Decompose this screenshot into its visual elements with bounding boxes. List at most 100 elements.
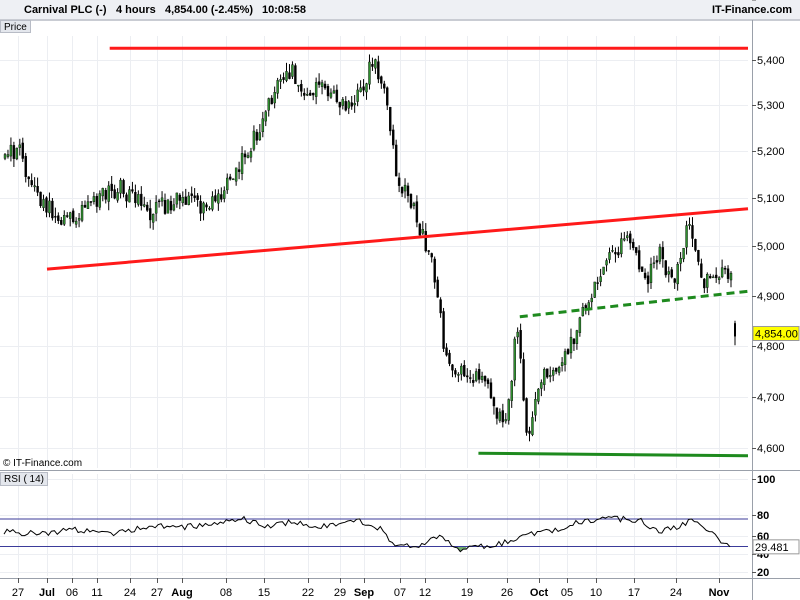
candle-body: [691, 225, 694, 239]
candle-body: [697, 250, 700, 262]
candle-body: [578, 317, 582, 333]
candle-body: [483, 375, 487, 382]
candle-body: [21, 142, 24, 159]
candle-body: [116, 192, 119, 201]
candle-body: [148, 208, 152, 221]
candle-body: [172, 204, 176, 211]
candle-body: [57, 215, 60, 221]
candle-body: [326, 86, 330, 97]
candle-body: [74, 220, 78, 225]
candle-body: [98, 193, 102, 208]
y-tick-label: 4,600: [757, 443, 785, 455]
candle-body: [350, 102, 353, 107]
candle-body: [252, 130, 256, 150]
candle-body: [36, 186, 39, 193]
candle-body: [160, 197, 164, 202]
candle-body: [107, 185, 110, 202]
candle-body: [510, 381, 513, 401]
x-tick-label: 27: [12, 587, 24, 599]
candle-body: [205, 204, 208, 208]
candle-body: [676, 264, 679, 285]
candle-body: [652, 262, 656, 265]
candle-body: [552, 370, 555, 376]
rsi-tick-label: 0: [757, 0, 763, 3]
candle-body: [371, 64, 374, 67]
candle-body: [474, 371, 478, 381]
candle-body: [80, 204, 84, 221]
candle-body: [273, 92, 276, 104]
candle-body: [288, 72, 291, 79]
candle-body: [611, 250, 614, 252]
candle-body: [380, 76, 383, 84]
candle-body: [240, 153, 244, 174]
candle-body: [134, 192, 137, 204]
candle-body: [634, 247, 638, 253]
candle-body: [632, 241, 635, 248]
candle-body: [231, 178, 235, 181]
support-trendline[interactable]: [519, 289, 749, 319]
x-tick-label: 06: [66, 587, 78, 599]
candle-body: [214, 195, 217, 202]
candle-body: [202, 202, 205, 214]
candle-body: [344, 101, 347, 111]
candle-body: [42, 199, 45, 208]
candle-body: [590, 297, 593, 303]
candle-body: [77, 218, 81, 221]
candle-body: [341, 99, 345, 106]
candle-body: [460, 365, 463, 375]
x-tick-label: 19: [461, 587, 473, 599]
candle-body: [442, 311, 445, 349]
candle-body: [125, 194, 128, 202]
candle-body: [223, 190, 226, 199]
candle-body: [104, 190, 107, 200]
candle-body: [581, 307, 585, 317]
x-tick-label: 11: [91, 587, 102, 599]
candle-body: [92, 196, 96, 202]
rsi-value-label: 29.481: [755, 542, 789, 554]
candle-body: [489, 382, 493, 399]
candle-body: [181, 197, 184, 204]
candle-body: [694, 239, 697, 251]
y-tick-label: 4,900: [757, 291, 785, 303]
candle-body: [196, 195, 199, 200]
price-panel-label: Price: [0, 20, 31, 33]
candle-body: [463, 365, 466, 377]
candle-body: [620, 238, 623, 255]
candle-body: [712, 276, 715, 279]
candle-body: [226, 177, 229, 191]
candle-body: [39, 191, 42, 207]
candle-body: [637, 250, 641, 270]
support-trendline[interactable]: [478, 451, 749, 458]
candle-body: [3, 154, 7, 159]
candle-body: [640, 266, 644, 272]
timeframe-label[interactable]: 4 hours: [116, 4, 156, 16]
chart-header: Carnival PLC (-) 4 hours 4,854.00 (-2.45…: [0, 0, 800, 20]
candle-body: [137, 194, 140, 205]
last-candle-body: [734, 323, 736, 337]
candle-body: [685, 225, 688, 248]
candle-body: [605, 260, 608, 266]
candle-body: [261, 118, 265, 133]
candle-body: [146, 204, 149, 211]
candle-body: [154, 202, 158, 214]
candle-body: [220, 194, 223, 200]
candle-body: [531, 417, 534, 435]
candle-body: [66, 215, 69, 217]
candle-body: [412, 203, 416, 207]
x-tick-label: Aug: [171, 587, 192, 599]
candle-body: [95, 196, 99, 207]
candle-body: [703, 278, 706, 289]
candle-body: [187, 195, 190, 205]
candle-body: [522, 359, 525, 401]
last-price-label: 4,854.00: [755, 328, 798, 340]
resistance-trendline[interactable]: [46, 207, 749, 271]
candle-body: [537, 388, 540, 402]
candle-body: [63, 215, 66, 225]
candle-body: [311, 93, 315, 96]
candle-body: [682, 248, 685, 260]
candle-body: [593, 281, 596, 298]
candle-body: [421, 229, 425, 234]
candle-body: [528, 430, 531, 434]
candle-body: [661, 247, 665, 260]
candle-body: [415, 201, 419, 223]
